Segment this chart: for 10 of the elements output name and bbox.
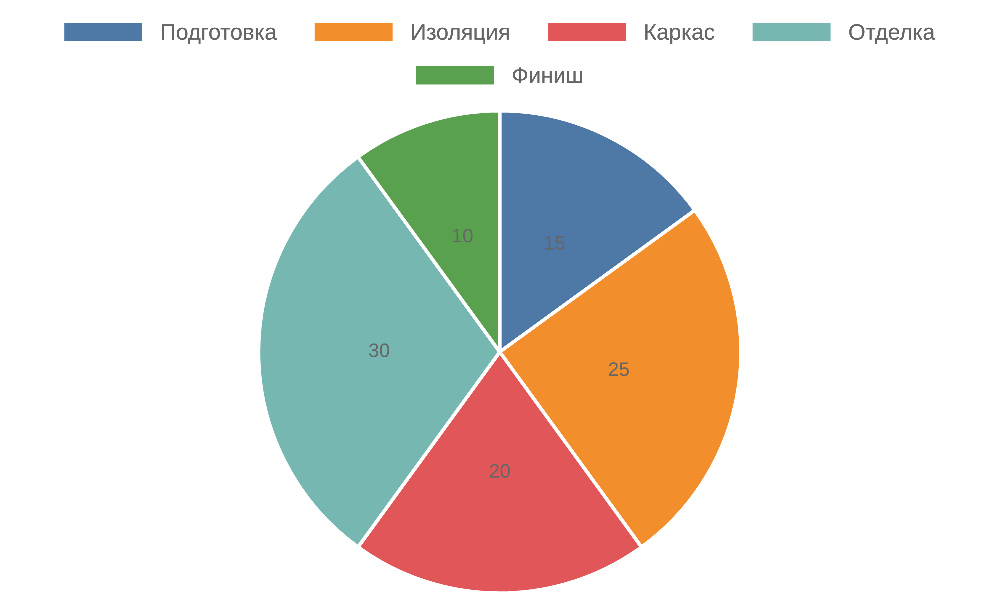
data-label: 15 xyxy=(545,236,565,250)
data-label: 25 xyxy=(609,362,630,376)
legend-label: Подготовка xyxy=(162,24,278,44)
legend-label: Каркас xyxy=(646,24,715,44)
legend-label: Отделка xyxy=(850,24,936,44)
legend-label: Финиш xyxy=(513,68,582,84)
data-label: 30 xyxy=(369,344,390,358)
data-label: 20 xyxy=(490,464,510,478)
data-label: 10 xyxy=(453,228,473,243)
legend-label: Изоляция xyxy=(412,24,509,44)
